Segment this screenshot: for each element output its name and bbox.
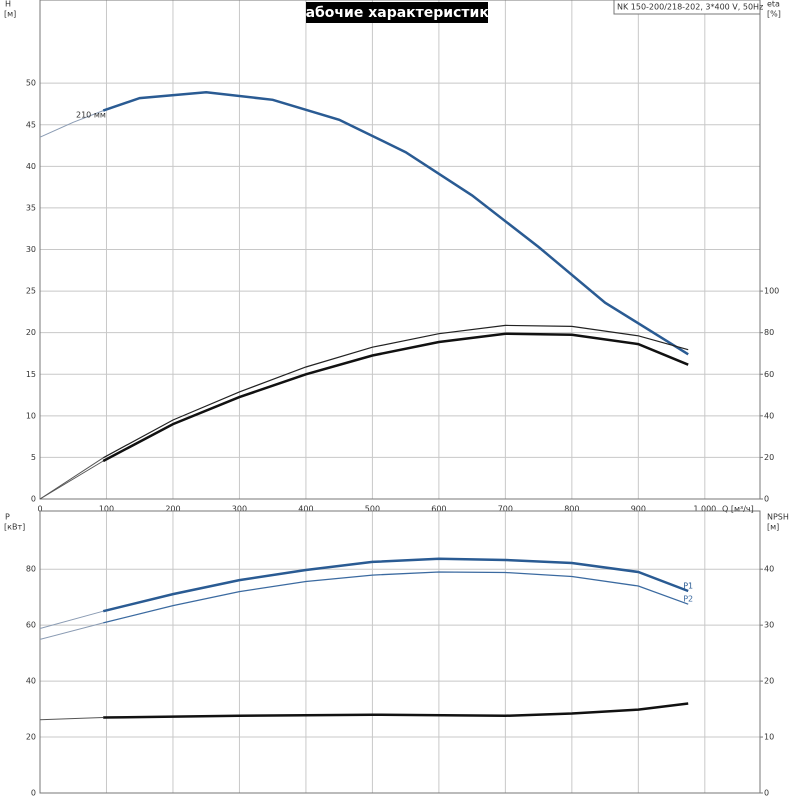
curve [39, 110, 104, 138]
y2-tick-label: 40 [764, 565, 774, 574]
curve [102, 91, 689, 356]
y2-unit: [%] [767, 10, 781, 19]
y-tick-label: 50 [26, 79, 36, 88]
x-tick-label: 400 [298, 505, 313, 514]
curve [39, 460, 104, 500]
y-tick-label: 45 [26, 120, 36, 129]
plot-frame [39, 510, 761, 794]
y-tick-label: 40 [26, 162, 36, 171]
title-box [306, 2, 488, 23]
y-tick-label: 60 [26, 621, 36, 630]
y-tick-label: 40 [26, 677, 36, 686]
curve [39, 717, 104, 721]
curve-label: P1 [683, 582, 693, 591]
y-label: H [5, 0, 11, 9]
x-tick-label: 1 000 [693, 505, 716, 514]
y2-tick-label: 60 [764, 370, 774, 379]
y-tick-label: 15 [26, 370, 36, 379]
y2-label: NPSH [767, 513, 789, 522]
y-tick-label: 0 [31, 789, 36, 798]
y-unit: [м] [4, 10, 16, 19]
y-tick-label: 30 [26, 245, 36, 254]
x-tick-label: 500 [365, 505, 380, 514]
x-tick-label: 100 [99, 505, 114, 514]
model-label: NK 150-200/218-202, 3*400 V, 50Hz [617, 3, 763, 12]
x-label: Q [м³/ч] [722, 505, 754, 514]
y-tick-label: 20 [26, 733, 36, 742]
model-box [613, 0, 761, 15]
y2-tick-label: 20 [764, 677, 774, 686]
x-tick-label: 800 [564, 505, 579, 514]
curve [103, 571, 689, 624]
plot-frame [39, 0, 761, 500]
chart-title: Рабочие характеристики [295, 5, 498, 21]
y2-tick-label: 10 [764, 733, 774, 742]
y-unit: [кВт] [4, 523, 25, 532]
curve [39, 610, 104, 629]
curve [39, 622, 104, 640]
curve [102, 332, 689, 463]
curve [102, 324, 689, 459]
y-tick-label: 25 [26, 287, 36, 296]
x-tick-label: 200 [165, 505, 180, 514]
curve [103, 702, 689, 719]
y-tick-label: 20 [26, 328, 36, 337]
y2-label: eta [767, 0, 780, 9]
y2-tick-label: 0 [764, 495, 769, 504]
y2-tick-label: 80 [764, 328, 774, 337]
x-tick-label: 900 [631, 505, 646, 514]
y-tick-label: 0 [31, 495, 36, 504]
x-tick-label: 700 [498, 505, 513, 514]
curve-label: P2 [683, 595, 693, 604]
curve [102, 557, 689, 613]
y2-tick-label: 40 [764, 411, 774, 420]
y2-tick-label: 0 [764, 789, 769, 798]
y-tick-label: 5 [31, 453, 36, 462]
x-tick-label: 300 [232, 505, 247, 514]
y-tick-label: 10 [26, 411, 36, 420]
x-tick-label: 0 [37, 505, 42, 514]
y2-tick-label: 20 [764, 453, 774, 462]
plots: 0 100 200 300 400 500 600 700 800 900 1 0000510152… [26, 0, 779, 798]
y-tick-label: 80 [26, 565, 36, 574]
y2-unit: [м] [767, 523, 779, 532]
y2-tick-label: 30 [764, 621, 774, 630]
y-label: P [5, 513, 10, 522]
y-tick-label: 35 [26, 203, 36, 212]
x-tick-label: 600 [431, 505, 446, 514]
annotation: 210 мм [76, 111, 106, 120]
y2-tick-label: 100 [764, 287, 779, 296]
